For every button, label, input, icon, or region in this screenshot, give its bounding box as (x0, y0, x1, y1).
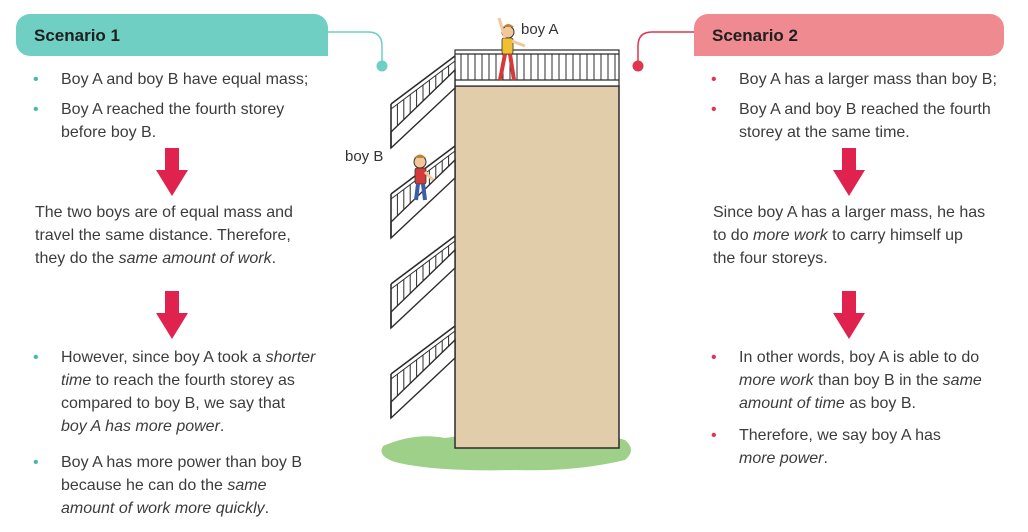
scenario-2-paragraph: Since boy A has a larger mass, he has to … (713, 201, 1013, 270)
scenario-2-connector (632, 31, 696, 72)
scenario-1-connector (326, 31, 388, 72)
text-line: to do more work to carry himself up (713, 227, 963, 244)
text-line: Boy A has more power than boy B (61, 454, 303, 471)
scenario-2-bullet-3: • In other words, boy A is able to do mor… (711, 346, 1021, 415)
down-arrow-icon (156, 291, 188, 339)
bullet-dot: • (711, 71, 717, 88)
staircase-flight (390, 325, 456, 420)
bullet-dot: • (33, 349, 39, 366)
text-line: amount of work more quickly. (61, 500, 270, 517)
scenario-1-bullet-3: • However, since boy A took a shorter tim… (33, 346, 353, 438)
boy-b-figure (413, 154, 435, 201)
staircase-flight (390, 55, 456, 150)
scenario-2-bullet-2: • Boy A and boy B reached the fourth sto… (711, 98, 1021, 144)
building-wall (454, 85, 620, 449)
text-line: travel the same distance. Therefore, (35, 227, 291, 244)
scenario-1-bullet-1: • Boy A and boy B have equal mass; (33, 68, 353, 91)
scenario-2-bullet-1: • Boy A has a larger mass than boy B; (711, 68, 1021, 91)
staircases (390, 55, 456, 420)
bullet-dot: • (711, 427, 717, 444)
bullet-text: Therefore, we say boy A has more power. (711, 424, 1021, 470)
down-arrow-icon (833, 148, 865, 196)
text-line: the four storeys. (713, 250, 828, 267)
scenario-1-header: Scenario 1 (16, 14, 328, 56)
staircase-flight (390, 235, 456, 330)
boy-a-label: boy A (521, 21, 559, 38)
building-illustration (381, 17, 631, 471)
scenario-2-title: Scenario 2 (712, 26, 798, 45)
scenario-2-header: Scenario 2 (694, 14, 1004, 56)
text-line: The two boys are of equal mass and (35, 204, 293, 221)
bullet-text: Boy A and boy B have equal mass; (61, 71, 309, 88)
bullet-dot: • (711, 349, 717, 366)
text-line: more power. (739, 450, 828, 467)
text-line: compared to boy B, we say that (61, 395, 286, 412)
text-line: boy A has more power. (61, 418, 225, 435)
text-line: they do the same amount of work. (35, 250, 277, 267)
text-line: time to reach the fourth storey as (61, 372, 295, 389)
down-arrow-icon (833, 291, 865, 339)
bullet-text: Boy A has a larger mass than boy B; (739, 71, 997, 88)
bullet-text-line: Boy A and boy B reached the fourth (739, 101, 991, 118)
bullet-text: Boy A has more power than boy B because … (33, 451, 353, 520)
bullet-text-line: before boy B. (61, 124, 157, 141)
bullet-text-line: Boy A reached the fourth storey (61, 101, 285, 118)
scenario-1-bullet-2: • Boy A reached the fourth storey before… (33, 98, 353, 144)
boy-b-label: boy B (345, 148, 384, 165)
text-line: more work than boy B in the same (739, 372, 982, 389)
bullet-text: However, since boy A took a shorter time … (33, 346, 353, 438)
down-arrow-icon (156, 148, 188, 196)
bullet-dot: • (33, 71, 39, 88)
text-line: amount of time as boy B. (739, 395, 916, 412)
text-line: Therefore, we say boy A has (739, 427, 941, 444)
scenario-1-title: Scenario 1 (34, 26, 120, 45)
scenario-2-bullet-4: • Therefore, we say boy A has more power. (711, 424, 1021, 470)
bullet-dot: • (33, 454, 39, 471)
scenario-1-bullet-4: • Boy A has more power than boy B becaus… (33, 451, 353, 520)
bullet-dot: • (711, 101, 717, 118)
boy-a-figure (497, 17, 526, 81)
bullet-dot: • (33, 101, 39, 118)
text-line: In other words, boy A is able to do (739, 349, 980, 366)
bullet-text: In other words, boy A is able to do more … (711, 346, 1021, 415)
scenario-1-paragraph: The two boys are of equal mass and travel… (35, 201, 335, 270)
text-line: However, since boy A took a shorter (61, 349, 316, 366)
bullet-text-line: storey at the same time. (739, 124, 910, 141)
text-line: because he can do the same (61, 477, 267, 494)
text-line: Since boy A has a larger mass, he has (713, 204, 986, 221)
roof-railing (454, 49, 620, 87)
